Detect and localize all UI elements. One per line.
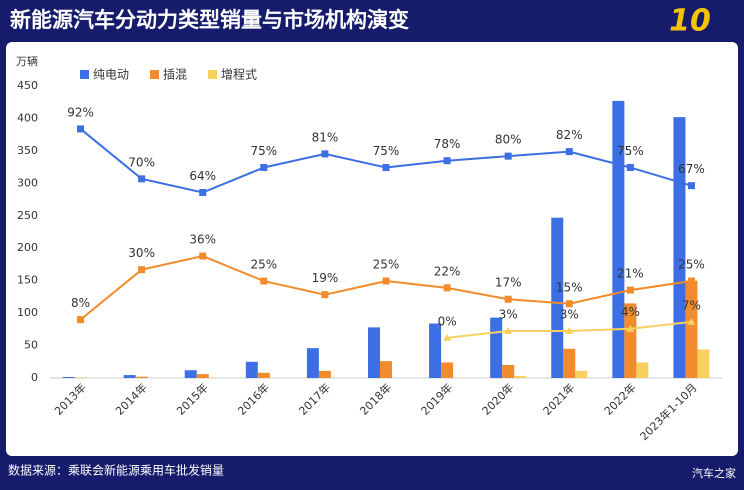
y-tick-label: 200 xyxy=(17,241,38,254)
value-label: 75% xyxy=(250,144,277,158)
marker xyxy=(77,125,84,132)
value-label: 64% xyxy=(189,169,216,183)
marker xyxy=(321,150,328,157)
marker xyxy=(77,316,84,323)
value-label: 75% xyxy=(373,144,400,158)
y-tick-label: 100 xyxy=(17,306,38,319)
bar xyxy=(636,362,648,378)
logo: 10 xyxy=(669,4,711,39)
marker xyxy=(199,189,206,196)
legend-label: 增程式 xyxy=(221,67,257,82)
value-label: 30% xyxy=(128,246,155,260)
bar xyxy=(307,348,319,378)
value-label: 36% xyxy=(189,233,216,247)
value-label: 7% xyxy=(682,298,701,312)
marker xyxy=(199,253,206,260)
marker xyxy=(138,266,145,273)
value-label: 81% xyxy=(312,130,339,144)
marker xyxy=(505,296,512,303)
y-tick-label: 300 xyxy=(17,176,38,189)
legend-label: 插混 xyxy=(163,68,187,82)
marker xyxy=(260,278,267,285)
value-label: 92% xyxy=(67,105,94,119)
bar xyxy=(685,281,697,378)
bar xyxy=(197,374,209,378)
legend-swatch xyxy=(208,70,217,79)
y-tick-label: 450 xyxy=(17,79,38,92)
bar xyxy=(63,377,75,378)
value-label: 22% xyxy=(434,264,461,278)
value-label: 67% xyxy=(678,162,705,176)
marker xyxy=(566,148,573,155)
value-label: 80% xyxy=(495,133,522,147)
marker xyxy=(688,278,695,285)
bar xyxy=(502,365,514,378)
marker xyxy=(444,157,451,164)
value-label: 15% xyxy=(556,280,583,294)
watermark: 汽车之家 xyxy=(692,466,736,480)
value-label: 0% xyxy=(438,314,457,328)
bar xyxy=(136,377,148,378)
bar xyxy=(490,318,502,378)
bar xyxy=(124,375,136,378)
y-tick-label: 250 xyxy=(17,209,38,222)
bar xyxy=(575,371,587,378)
value-label: 3% xyxy=(560,307,579,321)
y-tick-label: 400 xyxy=(17,111,38,124)
bar xyxy=(429,323,441,378)
legend-swatch xyxy=(80,70,89,79)
marker xyxy=(627,164,634,171)
value-label: 25% xyxy=(250,258,277,272)
value-label: 75% xyxy=(617,144,644,158)
value-label: 82% xyxy=(556,128,583,142)
source: 数据来源：乘联会新能源乘用车批发销量 xyxy=(8,463,224,478)
marker xyxy=(627,287,634,294)
value-label: 8% xyxy=(71,296,90,310)
bar xyxy=(258,373,270,378)
marker xyxy=(383,164,390,171)
bar xyxy=(673,117,685,378)
value-label: 3% xyxy=(499,307,518,321)
y-axis-label: 万辆 xyxy=(16,54,38,68)
value-label: 25% xyxy=(678,258,705,272)
marker xyxy=(566,300,573,307)
bar xyxy=(246,362,258,378)
bar xyxy=(551,218,563,378)
bar xyxy=(368,327,380,378)
bar xyxy=(319,371,331,378)
marker xyxy=(383,278,390,285)
bar xyxy=(441,362,453,378)
y-tick-label: 150 xyxy=(17,274,38,287)
marker xyxy=(321,291,328,298)
marker xyxy=(688,182,695,189)
y-tick-label: 0 xyxy=(31,371,38,384)
legend-label: 纯电动 xyxy=(93,68,129,82)
y-tick-label: 350 xyxy=(17,144,38,157)
value-label: 78% xyxy=(434,137,461,151)
bar xyxy=(563,349,575,378)
legend-swatch xyxy=(150,70,159,79)
bar xyxy=(185,370,197,378)
value-label: 25% xyxy=(373,258,400,272)
bar xyxy=(380,361,392,378)
bar xyxy=(514,376,526,378)
bar xyxy=(697,349,709,378)
chart-title: 新能源汽车分动力类型销量与市场机构演变 xyxy=(10,8,409,32)
marker xyxy=(138,175,145,182)
marker xyxy=(444,284,451,291)
y-tick-label: 50 xyxy=(24,339,38,352)
bar xyxy=(612,101,624,378)
value-label: 17% xyxy=(495,276,522,290)
marker xyxy=(505,153,512,160)
marker xyxy=(260,164,267,171)
value-label: 21% xyxy=(617,267,644,281)
value-label: 19% xyxy=(312,271,339,285)
value-label: 4% xyxy=(621,305,640,319)
value-label: 70% xyxy=(128,155,155,169)
